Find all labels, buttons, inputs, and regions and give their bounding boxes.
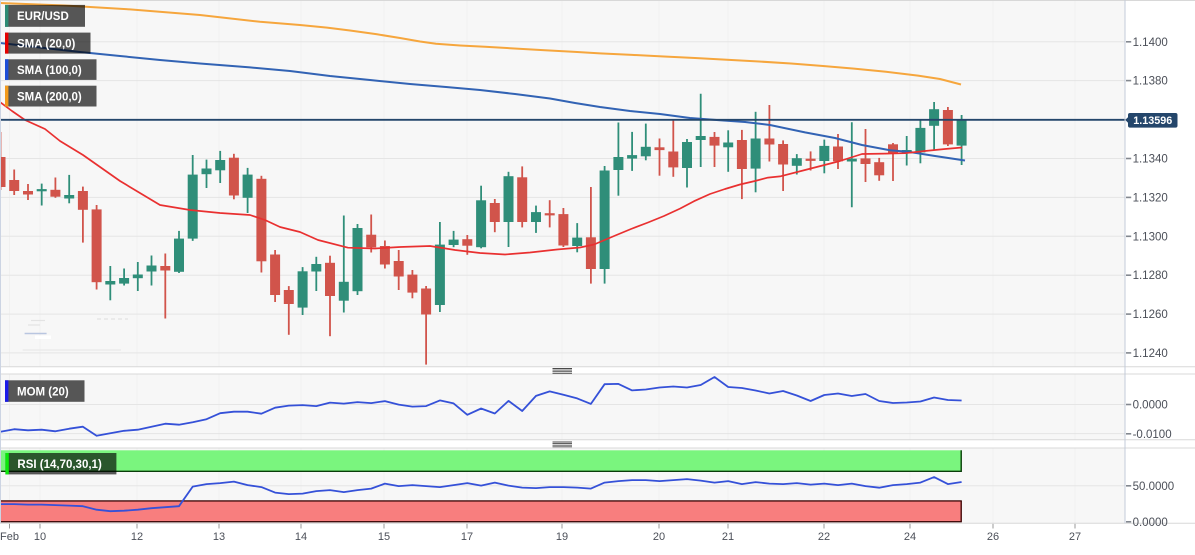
svg-text:RSI (14,70,30,1): RSI (14,70,30,1) xyxy=(17,459,102,471)
svg-text:22: 22 xyxy=(818,531,830,543)
svg-text:20: 20 xyxy=(653,531,665,543)
svg-text:0.0000: 0.0000 xyxy=(1133,400,1168,412)
svg-text:1.1280: 1.1280 xyxy=(1133,270,1168,282)
svg-text:MOM (20): MOM (20) xyxy=(17,386,69,398)
svg-text:1.1340: 1.1340 xyxy=(1133,154,1168,166)
svg-text:SMA (200,0): SMA (200,0) xyxy=(17,91,82,103)
svg-text:14: 14 xyxy=(295,531,307,543)
svg-text:12: 12 xyxy=(131,531,143,543)
svg-text:1.13596: 1.13596 xyxy=(1133,115,1172,127)
svg-text:26: 26 xyxy=(987,531,999,543)
svg-text:EUR/USD: EUR/USD xyxy=(17,11,69,23)
svg-text:17: 17 xyxy=(461,531,473,543)
svg-text:1.1380: 1.1380 xyxy=(1133,76,1168,88)
svg-text:10: 10 xyxy=(34,531,46,543)
svg-text:SMA (20,0): SMA (20,0) xyxy=(17,38,76,50)
svg-text:1.1400: 1.1400 xyxy=(1133,37,1168,49)
svg-text:24: 24 xyxy=(904,531,916,543)
svg-text:SMA (100,0): SMA (100,0) xyxy=(17,65,82,77)
svg-text:21: 21 xyxy=(722,531,734,543)
svg-text:1.1240: 1.1240 xyxy=(1133,348,1168,360)
svg-text:19: 19 xyxy=(556,531,568,543)
svg-text:-0.0100: -0.0100 xyxy=(1133,429,1172,441)
svg-text:13: 13 xyxy=(213,531,225,543)
svg-text:27: 27 xyxy=(1069,531,1081,543)
svg-text:Feb: Feb xyxy=(0,531,19,543)
svg-text:50.0000: 50.0000 xyxy=(1133,481,1175,493)
svg-text:1.1300: 1.1300 xyxy=(1133,231,1168,243)
svg-text:1.1260: 1.1260 xyxy=(1133,309,1168,321)
svg-text:1.1320: 1.1320 xyxy=(1133,192,1168,204)
svg-text:0.0000: 0.0000 xyxy=(1133,517,1168,529)
svg-text:15: 15 xyxy=(378,531,390,543)
